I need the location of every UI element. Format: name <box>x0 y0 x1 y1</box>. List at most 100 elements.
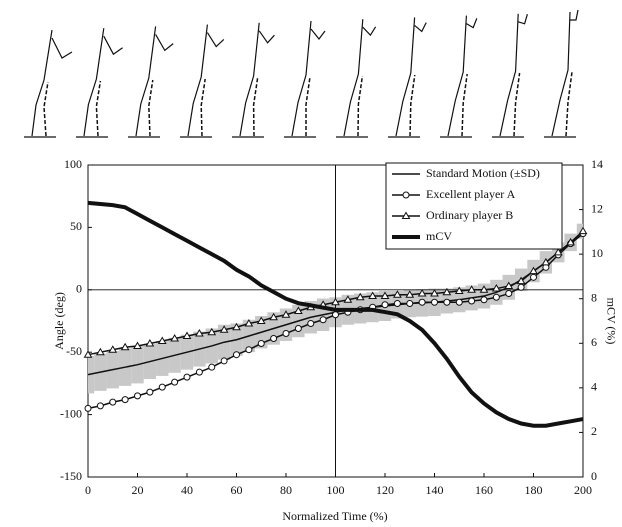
marker-triangle <box>467 285 476 293</box>
stick-leg-dashed <box>43 81 49 137</box>
x-tick-label: 180 <box>525 483 543 497</box>
marker-circle <box>294 324 302 332</box>
stick-arm <box>518 14 528 25</box>
marker-triangle <box>417 289 427 297</box>
stick-leg-dashed <box>409 74 416 137</box>
marker-triangle <box>96 347 105 356</box>
marker-circle <box>455 298 463 306</box>
marker-triangle <box>232 322 241 331</box>
marker-triangle <box>516 276 526 285</box>
marker-triangle <box>578 226 588 235</box>
y-tick-label: -150 <box>60 469 82 483</box>
marker-circle <box>431 298 438 306</box>
marker-circle <box>492 293 500 301</box>
marker-triangle <box>120 342 130 351</box>
x-tick-label: 40 <box>181 483 193 497</box>
marker-circle <box>517 283 525 291</box>
marker-circle <box>406 300 414 308</box>
marker-circle <box>418 298 426 306</box>
marker-triangle <box>566 237 575 246</box>
y2-tick-label: 2 <box>591 424 597 438</box>
x-tick-label: 120 <box>376 483 394 497</box>
marker-triangle <box>454 286 464 295</box>
y-tick-label: -100 <box>60 406 82 420</box>
marker-circle <box>109 398 117 406</box>
marker-circle <box>505 290 513 298</box>
marker-triangle <box>553 247 563 256</box>
marker-triangle <box>368 291 377 300</box>
y2-tick-label: 8 <box>591 290 597 304</box>
marker-triangle <box>504 281 514 290</box>
marker-circle <box>208 363 216 371</box>
marker-triangle <box>269 312 278 321</box>
stick-leg-dashed <box>148 79 154 137</box>
stick-leg <box>447 15 467 137</box>
legend-marker <box>401 211 411 219</box>
marker-triangle <box>281 310 291 318</box>
stick-leg <box>83 28 105 137</box>
marker-triangle <box>492 284 501 292</box>
marker-circle <box>195 368 203 376</box>
marker-triangle <box>541 257 551 266</box>
marker-triangle <box>442 287 452 296</box>
marker-triangle <box>393 290 402 298</box>
x-tick-label: 160 <box>475 483 493 497</box>
stick-leg <box>551 11 571 137</box>
marker-circle <box>381 301 389 309</box>
stick-leg-dashed <box>252 77 259 137</box>
sd-band <box>576 223 583 239</box>
y2-tick-label: 0 <box>591 469 597 483</box>
marker-triangle <box>244 319 254 327</box>
marker-triangle <box>331 297 340 306</box>
stick-leg <box>239 22 260 137</box>
stick-leg <box>395 17 416 137</box>
y2-tick-label: 12 <box>591 201 603 215</box>
marker-circle <box>134 392 141 400</box>
marker-triangle <box>294 306 303 315</box>
marker-circle <box>468 297 476 305</box>
marker-circle <box>480 296 488 304</box>
stick-arm <box>51 37 73 59</box>
marker-triangle <box>108 345 118 353</box>
stick-leg <box>499 13 519 137</box>
stick-leg-dashed <box>565 71 573 137</box>
marker-circle <box>443 298 451 306</box>
legend-label: mCV <box>426 229 452 243</box>
y-tick-label: -50 <box>66 344 82 358</box>
y2-tick-label: 14 <box>591 157 603 171</box>
marker-circle <box>146 388 154 396</box>
stick-leg-dashed <box>200 78 206 137</box>
x-tick-label: 200 <box>574 483 592 497</box>
marker-circle <box>270 334 278 342</box>
stick-figures <box>24 9 579 138</box>
stick-arm <box>466 18 478 29</box>
x-tick-label: 80 <box>280 483 292 497</box>
y2-tick-label: 4 <box>591 380 597 394</box>
marker-circle <box>233 351 240 359</box>
marker-triangle <box>195 328 204 337</box>
stick-leg-dashed <box>305 76 311 136</box>
stick-leg-dashed <box>95 80 102 137</box>
marker-triangle <box>430 289 439 297</box>
marker-circle <box>245 346 253 354</box>
marker-circle <box>282 329 290 337</box>
stick-arm <box>206 32 225 48</box>
marker-circle <box>530 273 537 281</box>
marker-triangle <box>83 350 93 358</box>
x-tick-label: 140 <box>426 483 444 497</box>
marker-triangle <box>207 327 217 336</box>
y2-tick-label: 6 <box>591 335 597 349</box>
y2-axis-label: mCV (%) <box>604 298 618 345</box>
marker-triangle <box>479 285 489 293</box>
x-axis-label: Normalized Time (%) <box>282 509 387 523</box>
marker-circle <box>393 300 401 308</box>
marker-triangle <box>219 325 229 333</box>
marker-circle <box>220 357 228 365</box>
marker-circle <box>171 378 179 386</box>
marker-circle <box>158 383 166 391</box>
stick-leg <box>31 29 53 137</box>
x-tick-label: 0 <box>85 483 91 497</box>
y-tick-label: 100 <box>64 157 82 171</box>
marker-circle <box>121 396 129 404</box>
